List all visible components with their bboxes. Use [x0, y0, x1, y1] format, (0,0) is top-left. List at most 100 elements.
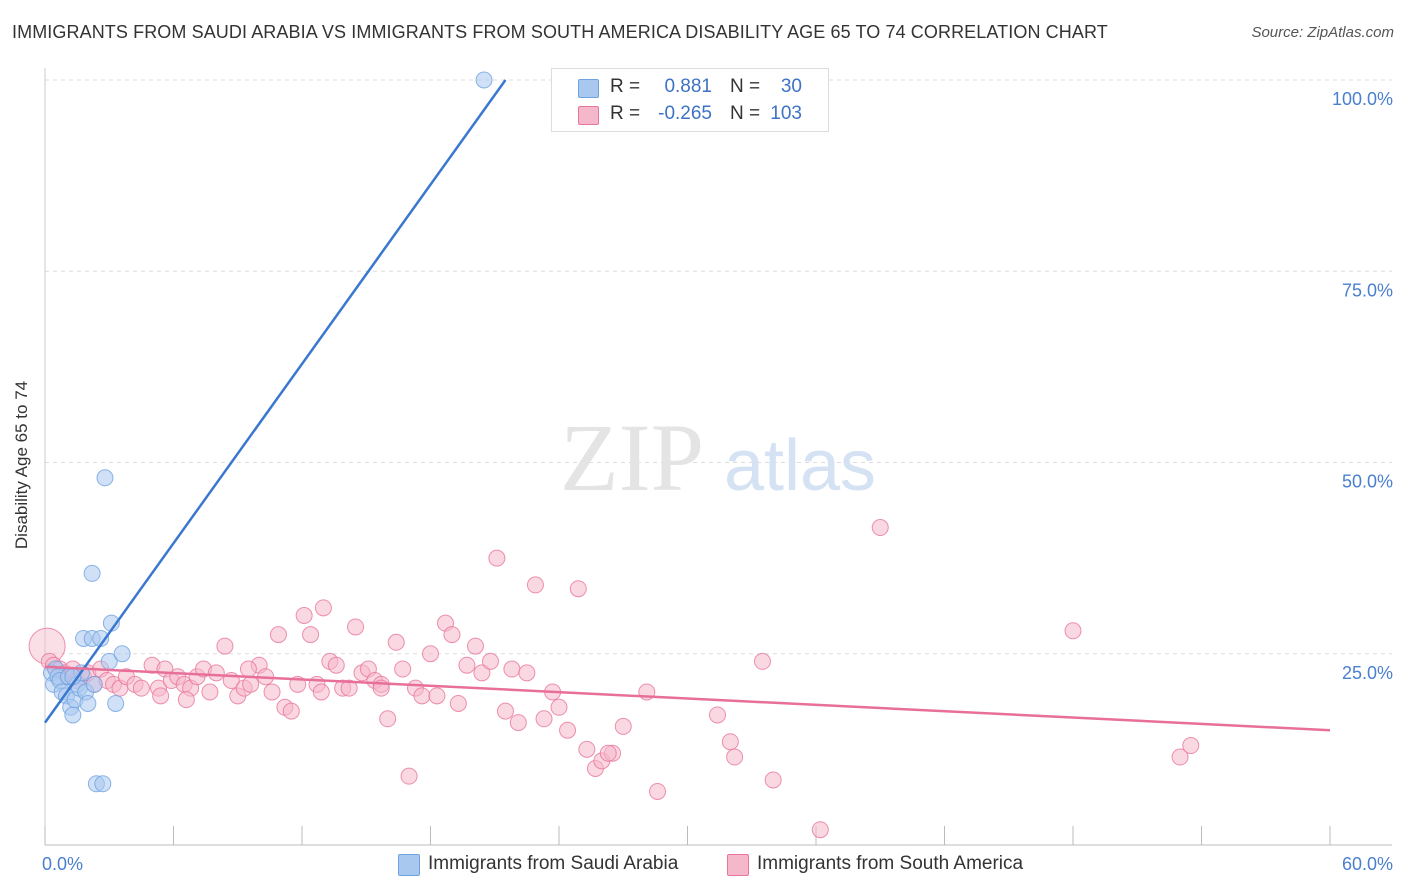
point-south-america — [242, 675, 260, 693]
point-south-america — [496, 702, 514, 720]
x-tick-label: 0.0% — [42, 854, 83, 874]
point-south-america — [387, 633, 405, 651]
legend-swatch-south-america — [727, 854, 749, 876]
point-south-america — [1171, 748, 1189, 766]
legend-item-south-america: Immigrants from South America — [727, 852, 1057, 878]
point-south-america — [1182, 737, 1200, 755]
point-south-america — [302, 626, 320, 644]
point-south-america — [239, 660, 257, 678]
point-south-america — [312, 683, 330, 701]
point-saudi-arabia — [64, 706, 82, 724]
x-tick-labels: 0.0% 60.0% — [42, 854, 1393, 874]
point-south-america — [599, 744, 617, 762]
point-south-america — [400, 767, 418, 785]
stats-row-south-america: R = -0.265 N = 103 — [552, 100, 828, 128]
point-south-america — [871, 519, 889, 537]
stats-row-saudi-arabia: R = 0.881 N = 30 — [552, 73, 828, 101]
point-south-america — [559, 721, 577, 739]
point-south-america — [753, 652, 771, 670]
y-tick-label: 50.0% — [1342, 472, 1393, 492]
stats-n-label: N = — [730, 76, 761, 97]
point-south-america — [764, 771, 782, 789]
legend-label-saudi-arabia: Immigrants from Saudi Arabia — [428, 853, 679, 874]
stats-n-value: 30 — [780, 76, 802, 97]
point-south-america — [481, 652, 499, 670]
point-south-america — [721, 733, 739, 751]
point-south-america — [726, 748, 744, 766]
point-saudi-arabia — [83, 564, 101, 582]
point-south-america — [216, 637, 234, 655]
point-south-america — [347, 618, 365, 636]
y-axis-label-wrap: Disability Age 65 to 74 — [0, 350, 40, 560]
legend-label-south-america: Immigrants from South America — [757, 853, 1024, 874]
point-saudi-arabia — [475, 71, 493, 89]
point-south-america — [443, 626, 461, 644]
point-south-america — [550, 698, 568, 716]
trend-lines — [43, 79, 1331, 732]
point-south-america — [314, 599, 332, 617]
point-south-america — [578, 740, 596, 758]
point-south-america — [449, 694, 467, 712]
y-tick-labels: 25.0% 50.0% 75.0% 100.0% — [1332, 89, 1393, 683]
stats-swatch-south-america — [578, 106, 599, 125]
point-south-america — [269, 626, 287, 644]
point-south-america — [503, 660, 521, 678]
point-south-america — [379, 710, 397, 728]
point-south-america — [132, 679, 150, 697]
x-tick-label: 60.0% — [1342, 854, 1393, 874]
y-tick-label: 25.0% — [1342, 663, 1393, 683]
point-saudi-arabia — [96, 469, 114, 487]
stats-r-value: 0.881 — [664, 76, 712, 97]
stats-r-label: R = — [610, 76, 641, 97]
point-south-america — [526, 576, 544, 594]
point-south-america — [413, 687, 431, 705]
point-south-america — [295, 607, 313, 624]
trend-line-saudi-arabia — [43, 79, 507, 724]
point-south-america — [535, 710, 553, 728]
point-south-america — [649, 782, 667, 800]
stats-box: R = 0.881 N = 30 R = -0.265 N = 103 — [551, 68, 829, 132]
stats-r-label: R = — [610, 103, 641, 124]
y-axis-label: Disability Age 65 to 74 — [12, 380, 32, 550]
point-saudi-arabia — [85, 675, 103, 693]
point-south-america — [394, 660, 412, 678]
point-south-america — [614, 717, 632, 735]
stats-swatch-saudi-arabia — [578, 79, 599, 98]
point-south-america — [518, 664, 536, 682]
y-tick-label: 100.0% — [1332, 89, 1393, 109]
point-saudi-arabia — [107, 694, 125, 712]
stats-r-value: -0.265 — [658, 103, 712, 124]
point-south-america — [327, 656, 345, 674]
point-south-america — [466, 637, 484, 655]
y-tick-label: 75.0% — [1342, 280, 1393, 300]
grid-lines — [45, 79, 1392, 655]
point-south-america — [263, 683, 281, 701]
source-label: Source: ZipAtlas.com — [1251, 24, 1394, 41]
point-south-america — [282, 702, 300, 720]
series-south-america — [28, 519, 1200, 839]
stats-n-value: 103 — [770, 103, 802, 124]
watermark: ZIP atlas — [560, 404, 876, 511]
axes — [44, 68, 1392, 846]
point-south-america — [201, 683, 219, 701]
point-saudi-arabia — [79, 694, 97, 712]
point-south-america — [428, 687, 446, 705]
point-saudi-arabia — [94, 775, 112, 793]
point-south-america — [488, 549, 506, 567]
point-south-america — [152, 687, 170, 705]
point-saudi-arabia — [113, 645, 131, 663]
point-south-america — [509, 714, 527, 732]
point-south-america — [177, 691, 195, 709]
stats-n-label: N = — [730, 103, 761, 124]
point-south-america — [422, 645, 439, 663]
point-south-america — [811, 821, 829, 839]
point-south-america — [207, 664, 225, 682]
watermark-atlas: atlas — [724, 426, 876, 506]
chart-title: IMMIGRANTS FROM SAUDI ARABIA VS IMMIGRAN… — [12, 22, 1108, 42]
legend-item-saudi-arabia: Immigrants from Saudi Arabia — [398, 852, 708, 878]
point-south-america — [708, 706, 726, 724]
legend-swatch-saudi-arabia — [398, 854, 420, 876]
point-south-america — [1064, 622, 1082, 640]
point-south-america — [569, 580, 587, 598]
